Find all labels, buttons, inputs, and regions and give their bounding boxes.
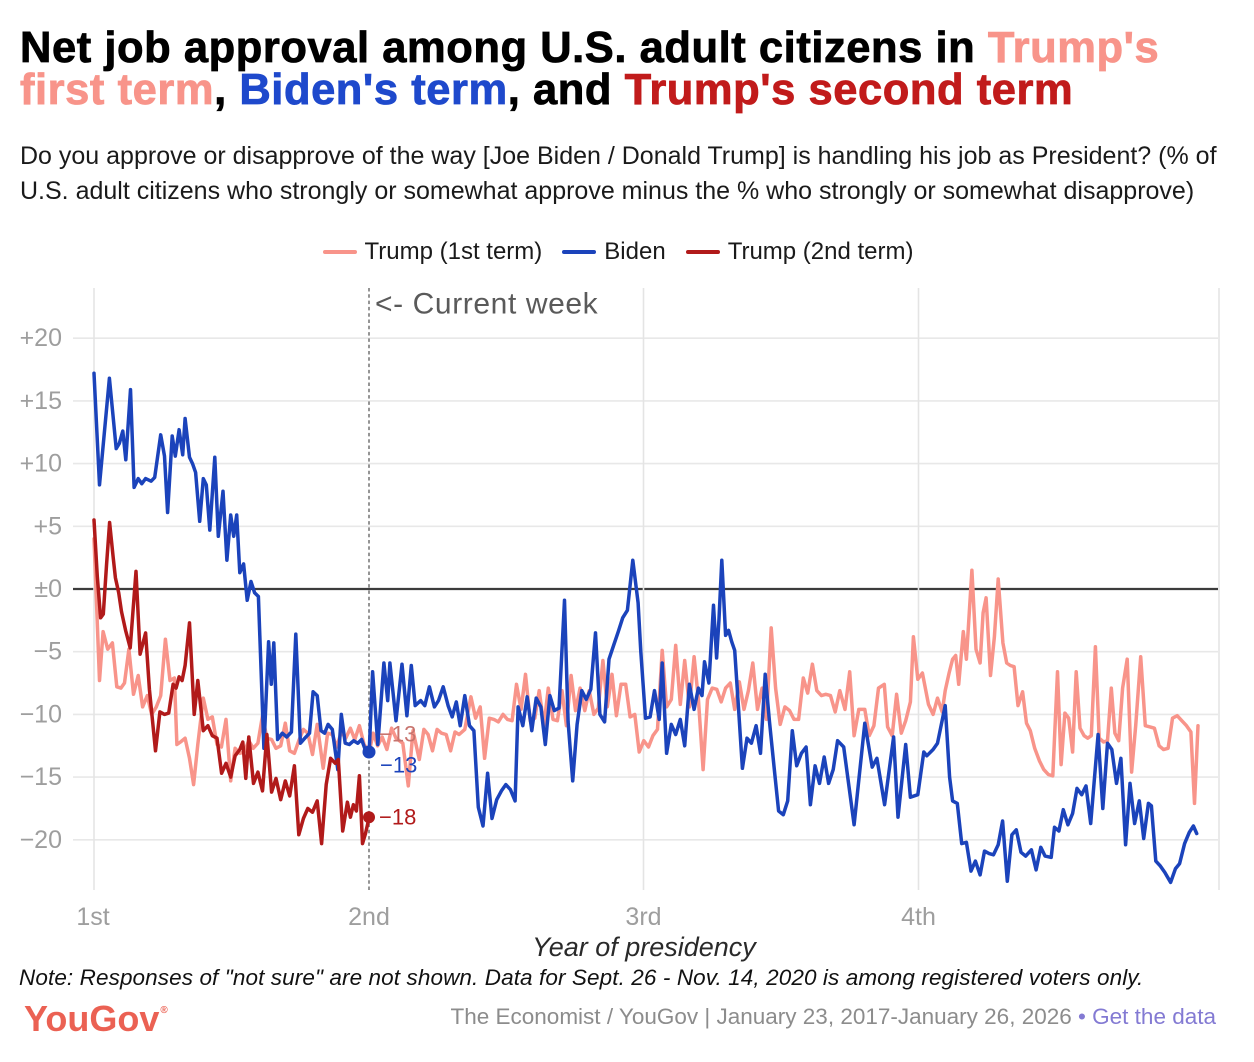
svg-text:−13: −13 bbox=[379, 722, 416, 747]
svg-text:+20: +20 bbox=[20, 324, 62, 352]
svg-text:+5: +5 bbox=[33, 512, 62, 540]
svg-text:−18: −18 bbox=[379, 805, 416, 830]
svg-text:<- Current week: <- Current week bbox=[375, 288, 599, 321]
svg-text:1st: 1st bbox=[76, 903, 109, 931]
svg-text:−20: −20 bbox=[20, 826, 62, 854]
svg-text:−15: −15 bbox=[20, 763, 62, 791]
svg-text:4th: 4th bbox=[901, 903, 936, 931]
svg-text:±0: ±0 bbox=[34, 575, 62, 603]
svg-text:Year of presidency: Year of presidency bbox=[532, 932, 757, 962]
svg-text:3rd: 3rd bbox=[625, 903, 661, 931]
svg-text:+10: +10 bbox=[20, 450, 62, 478]
svg-text:−10: −10 bbox=[20, 700, 62, 728]
svg-text:−5: −5 bbox=[33, 638, 62, 666]
svg-text:−13: −13 bbox=[380, 753, 417, 778]
svg-text:2nd: 2nd bbox=[348, 903, 390, 931]
svg-text:+15: +15 bbox=[20, 387, 62, 415]
